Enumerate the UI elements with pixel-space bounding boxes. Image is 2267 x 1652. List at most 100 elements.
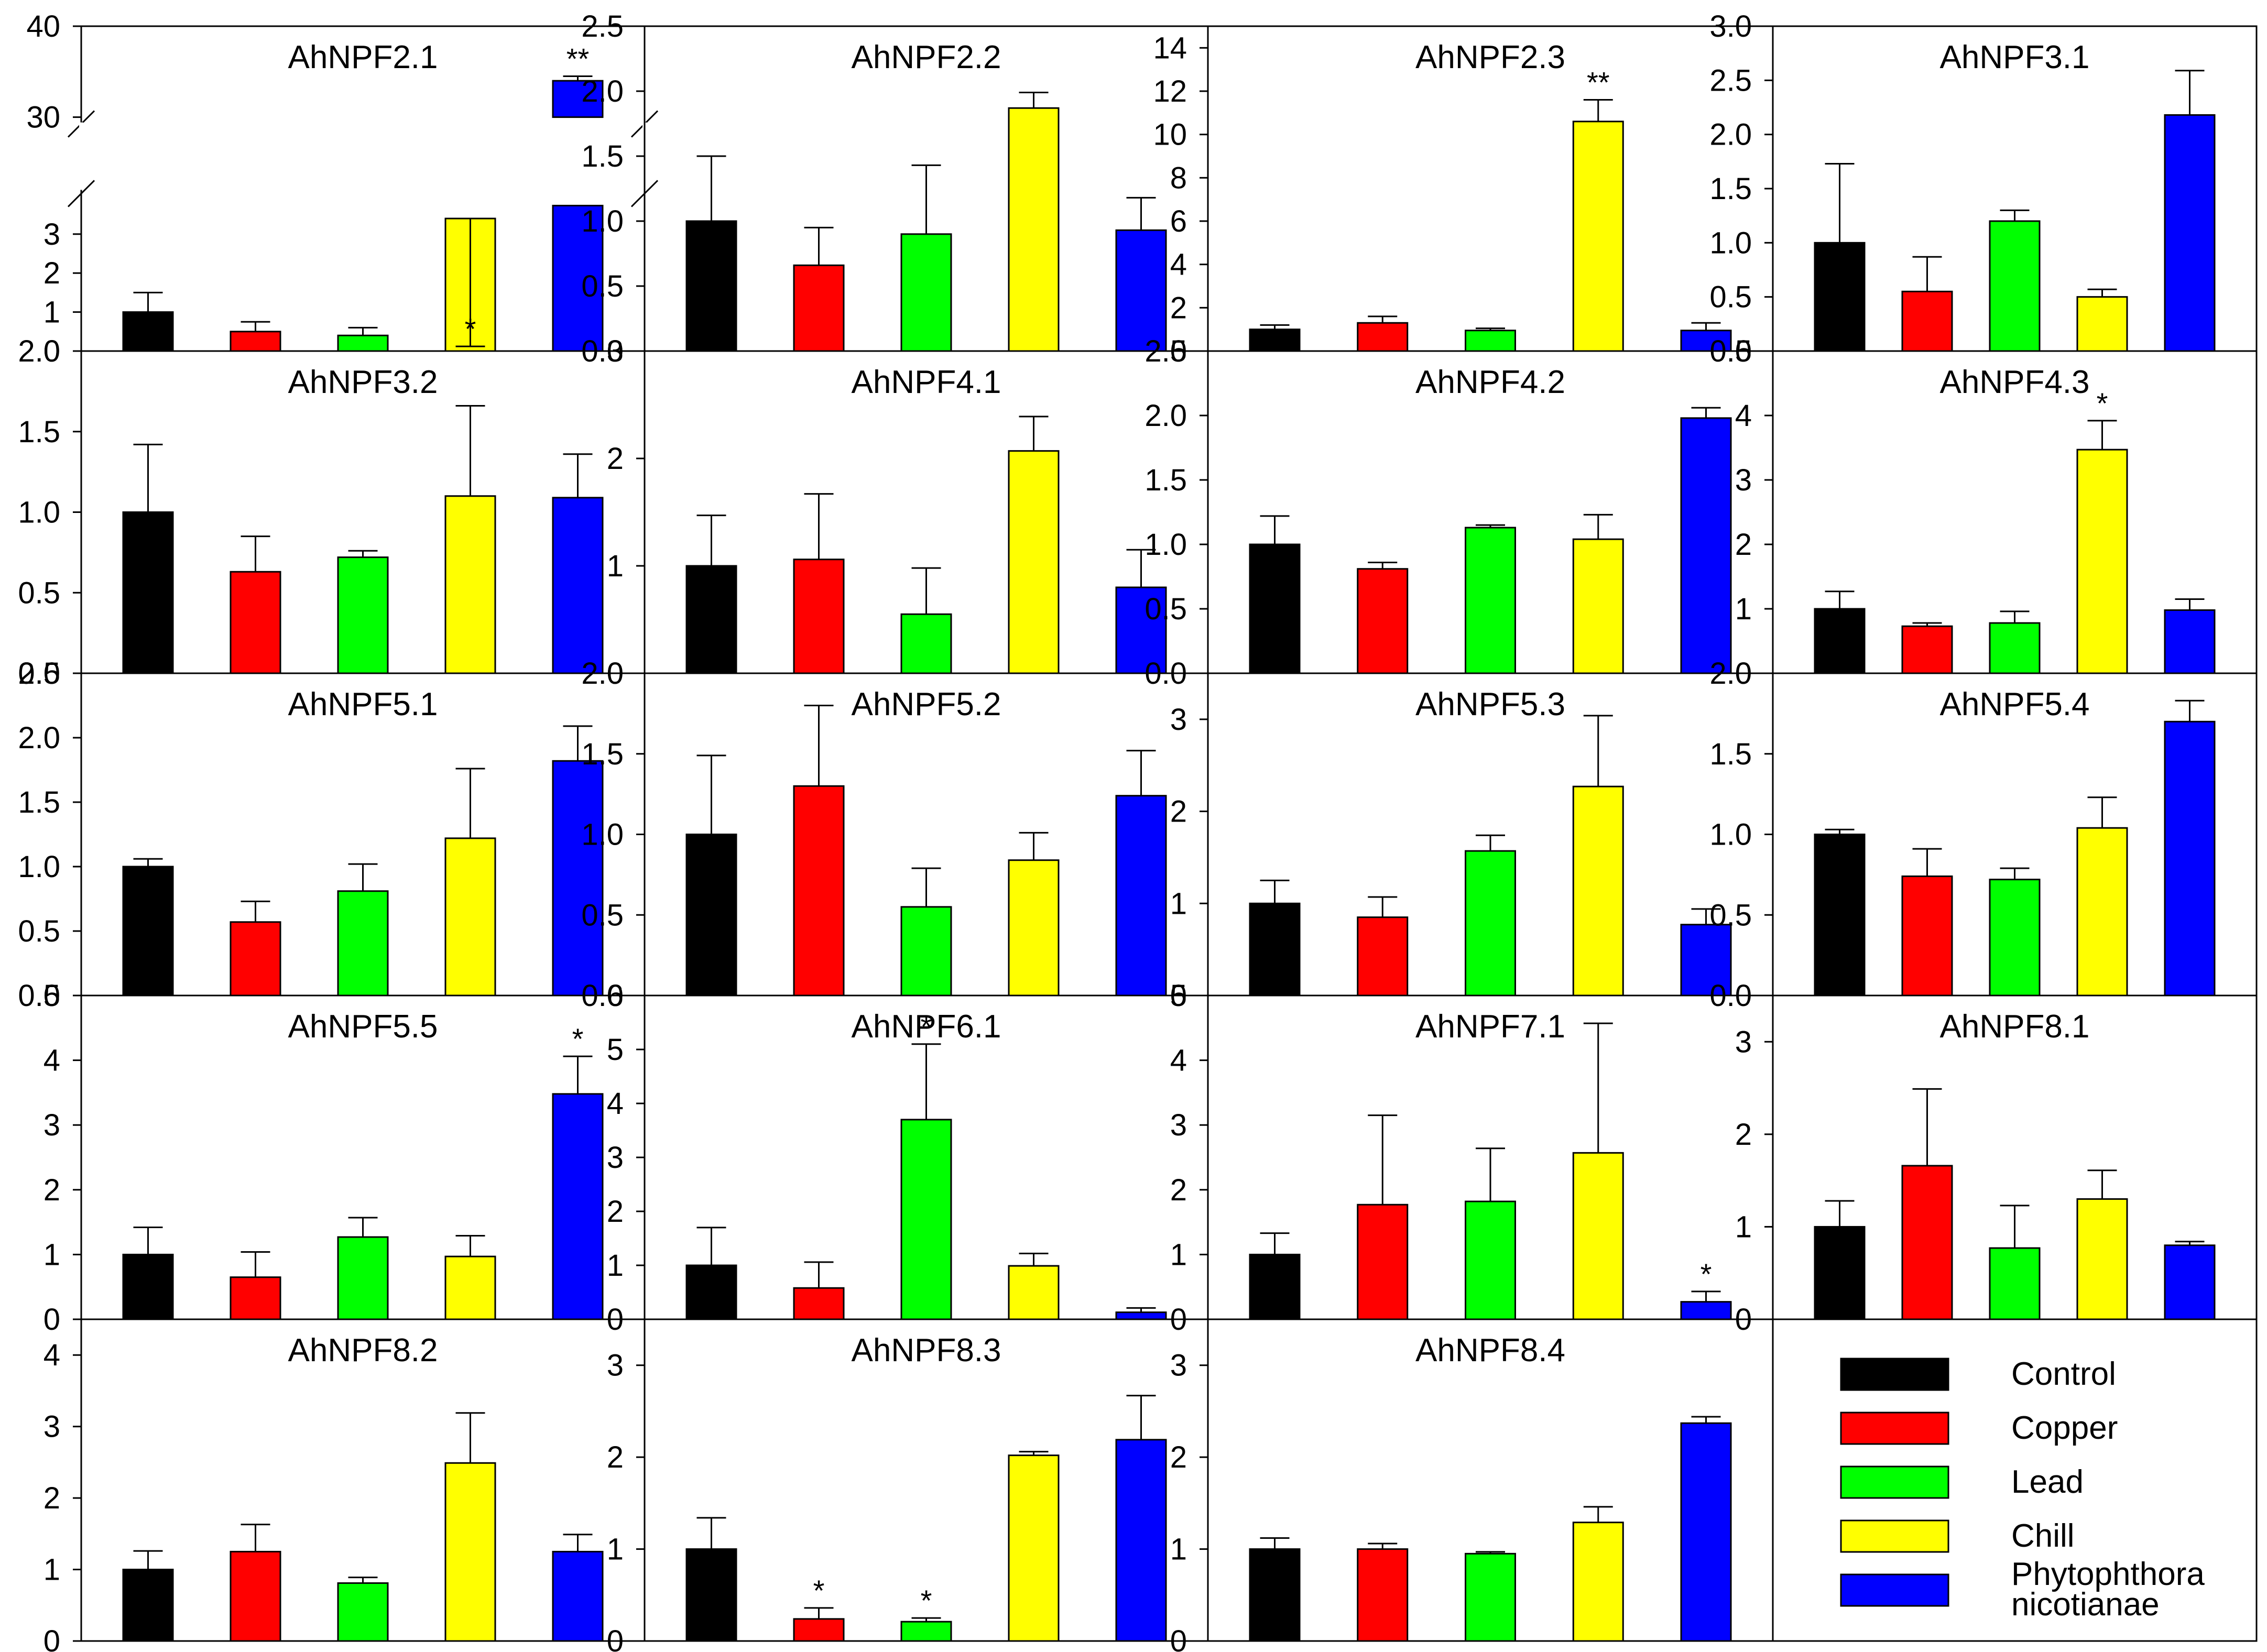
bar-chill bbox=[2076, 296, 2128, 352]
y-tick-label: 5 bbox=[1735, 334, 1752, 368]
y-tick-label: 4 bbox=[607, 1087, 624, 1121]
y-tick-label: 2.0 bbox=[1709, 118, 1752, 152]
bar-copper bbox=[793, 264, 845, 352]
bar-phytophthora bbox=[2164, 114, 2216, 352]
bar-chill bbox=[1008, 1265, 1060, 1320]
y-tick-label: 1 bbox=[607, 549, 624, 583]
y-tick-label: 0.5 bbox=[581, 269, 624, 303]
panel-title: AhNPF8.4 bbox=[1415, 1332, 1565, 1369]
y-tick-label: 1.5 bbox=[18, 415, 60, 449]
bar-chill bbox=[2076, 827, 2128, 997]
y-tick-label: 1.0 bbox=[18, 850, 60, 884]
axis-break-gap bbox=[79, 122, 83, 190]
bar-lead bbox=[337, 890, 389, 997]
bar-phytophthora bbox=[2164, 720, 2216, 997]
bar-lead bbox=[1465, 1552, 1516, 1642]
bar-control bbox=[685, 565, 737, 674]
y-tick-label: 1.0 bbox=[581, 204, 624, 238]
bar-lead bbox=[1989, 622, 2041, 674]
y-tick-label: 6 bbox=[607, 979, 624, 1013]
y-tick-label: 0.5 bbox=[18, 576, 60, 610]
bar-lead bbox=[1465, 330, 1516, 352]
y-tick-label: 2 bbox=[43, 1481, 60, 1515]
legend-swatch bbox=[1840, 1465, 1949, 1499]
legend-label: nicotianae bbox=[2011, 1587, 2160, 1623]
legend-swatch bbox=[1840, 1358, 1949, 1391]
bar-lead bbox=[1989, 220, 2041, 352]
y-tick-label: 0.0 bbox=[18, 657, 60, 691]
bar-chill bbox=[1572, 538, 1624, 674]
y-tick-label: 2.5 bbox=[18, 657, 60, 691]
significance-marker: * bbox=[1701, 1257, 1712, 1290]
y-tick-label: 1.5 bbox=[1145, 463, 1187, 497]
y-tick-label: 1 bbox=[1735, 1210, 1752, 1244]
y-tick-label: 14 bbox=[1153, 31, 1187, 65]
bar-control bbox=[122, 1569, 174, 1642]
bar-control bbox=[685, 834, 737, 997]
bar-phytophthora bbox=[1115, 795, 1167, 997]
y-tick-label: 0.0 bbox=[18, 979, 60, 1013]
y-tick-label: 0 bbox=[43, 1303, 60, 1337]
y-tick-label: 5 bbox=[43, 979, 60, 1013]
panel-title: AhNPF8.1 bbox=[1939, 1009, 2089, 1045]
y-tick-label: 1.0 bbox=[1145, 528, 1187, 562]
bar-copper bbox=[793, 1618, 845, 1642]
bar-chill bbox=[444, 837, 496, 997]
bar-lead bbox=[1465, 1200, 1516, 1320]
bar-phytophthora bbox=[552, 497, 604, 674]
bar-copper bbox=[1901, 625, 1953, 674]
y-tick-label: 1 bbox=[43, 1553, 60, 1587]
y-tick-label: 1.0 bbox=[18, 496, 60, 530]
bar-chill bbox=[444, 1462, 496, 1642]
y-tick-label: 10 bbox=[1153, 118, 1187, 152]
y-tick-label: 2 bbox=[43, 1173, 60, 1207]
bar-control bbox=[685, 1548, 737, 1642]
y-tick-label: 1.0 bbox=[581, 818, 624, 852]
y-tick-label: 1 bbox=[1170, 1238, 1187, 1272]
bar-lead bbox=[1989, 1247, 2041, 1320]
y-tick-label: 1 bbox=[43, 296, 60, 330]
bar-copper bbox=[230, 921, 281, 997]
y-tick-label: 0 bbox=[1170, 1624, 1187, 1652]
bar-chill bbox=[2076, 1198, 2128, 1320]
y-tick-label: 3 bbox=[1735, 1025, 1752, 1059]
y-tick-label: 2 bbox=[1170, 1173, 1187, 1207]
y-tick-label: 2.0 bbox=[18, 721, 60, 755]
y-tick-label: 2.0 bbox=[1709, 657, 1752, 691]
bar-copper bbox=[1357, 1204, 1409, 1320]
bar-control bbox=[1814, 1226, 1866, 1320]
bar-lead bbox=[900, 613, 952, 674]
y-tick-label: 1 bbox=[1170, 887, 1187, 921]
y-tick-label: 0 bbox=[43, 1624, 60, 1652]
y-tick-label: 3.0 bbox=[1709, 9, 1752, 43]
bar-chill bbox=[1572, 1522, 1624, 1642]
y-tick-label: 2 bbox=[43, 256, 60, 290]
bar-copper bbox=[1901, 875, 1953, 997]
y-tick-label: 3 bbox=[607, 1349, 624, 1383]
bar-phytophthora bbox=[552, 204, 604, 352]
panel-title: AhNPF2.3 bbox=[1415, 39, 1565, 75]
bar-phytophthora bbox=[552, 760, 604, 997]
panel-title: AhNPF4.1 bbox=[851, 364, 1001, 400]
y-tick-label: 4 bbox=[1735, 399, 1752, 433]
legend-label: Chill bbox=[2011, 1518, 2075, 1554]
bar-chill bbox=[1008, 1454, 1060, 1642]
bar-chill bbox=[1008, 450, 1060, 674]
legend: Control Copper Lead ChillPhytophthoranicoti… bbox=[1772, 1318, 2258, 1642]
bar-control bbox=[122, 1253, 174, 1320]
legend-frame bbox=[1772, 1318, 2258, 1642]
bar-control bbox=[1249, 902, 1301, 997]
bar-copper bbox=[1901, 290, 1953, 352]
panel-title: AhNPF7.1 bbox=[1415, 1009, 1565, 1045]
bar-lead bbox=[337, 1236, 389, 1320]
panel-ahnpf3-2: 0.0 0.5 1.0 1.5 2.0 AhNPF3.2 bbox=[18, 334, 646, 691]
y-tick-label: 1 bbox=[607, 1533, 624, 1567]
y-tick-label: 0.5 bbox=[581, 898, 624, 932]
bar-copper bbox=[1357, 322, 1409, 352]
